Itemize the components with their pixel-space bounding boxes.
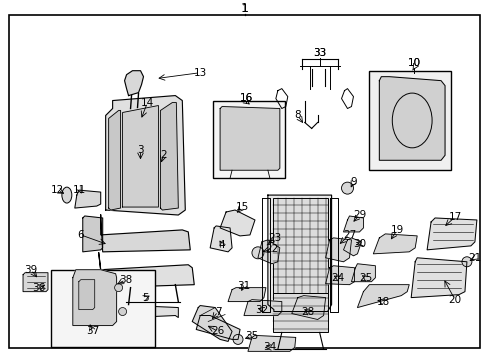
Ellipse shape	[62, 187, 72, 203]
Text: 8: 8	[294, 111, 301, 121]
Text: 32: 32	[255, 305, 268, 315]
Polygon shape	[160, 103, 178, 210]
Text: 33: 33	[312, 48, 325, 58]
Bar	[272, 198, 327, 293]
Polygon shape	[325, 266, 354, 285]
Polygon shape	[108, 111, 121, 210]
Polygon shape	[257, 240, 279, 264]
Text: 6: 6	[77, 230, 84, 240]
Circle shape	[251, 247, 264, 259]
Polygon shape	[351, 264, 375, 282]
Circle shape	[119, 307, 126, 315]
Text: 11: 11	[73, 185, 86, 195]
Text: 12: 12	[51, 185, 64, 195]
Polygon shape	[244, 300, 281, 315]
Polygon shape	[130, 305, 178, 318]
Text: 19: 19	[390, 225, 403, 235]
Text: 2: 2	[160, 150, 166, 160]
Polygon shape	[379, 77, 444, 160]
Polygon shape	[79, 280, 95, 310]
Text: 9: 9	[349, 177, 356, 187]
Text: 1: 1	[241, 4, 248, 14]
Polygon shape	[343, 238, 361, 256]
Text: 25: 25	[358, 273, 371, 283]
Polygon shape	[247, 336, 295, 351]
Text: 35: 35	[245, 332, 258, 341]
Text: 31: 31	[237, 281, 250, 291]
Text: 28: 28	[301, 306, 314, 316]
Text: 16: 16	[239, 93, 252, 103]
Polygon shape	[343, 216, 363, 232]
Text: 34: 34	[263, 342, 276, 352]
Text: 27: 27	[342, 230, 355, 240]
Text: 37: 37	[86, 327, 99, 337]
Polygon shape	[210, 226, 232, 252]
Text: 20: 20	[447, 294, 461, 305]
Text: 13: 13	[193, 68, 206, 78]
Text: 26: 26	[211, 327, 224, 337]
Polygon shape	[291, 296, 325, 319]
Bar	[272, 293, 327, 332]
Text: 10: 10	[407, 58, 420, 68]
Polygon shape	[124, 71, 143, 95]
Circle shape	[461, 257, 471, 267]
Polygon shape	[122, 105, 158, 207]
Polygon shape	[325, 238, 351, 262]
Text: 16: 16	[239, 93, 252, 103]
Text: 29: 29	[352, 210, 366, 220]
Polygon shape	[220, 107, 279, 170]
Circle shape	[341, 182, 353, 194]
Polygon shape	[220, 210, 254, 236]
Polygon shape	[105, 95, 185, 215]
Polygon shape	[357, 285, 408, 307]
Text: 10: 10	[407, 58, 420, 68]
Polygon shape	[99, 253, 194, 288]
Bar	[213, 100, 284, 178]
Text: 3: 3	[137, 145, 143, 155]
Text: 22: 22	[264, 244, 278, 254]
Text: 7: 7	[214, 306, 221, 316]
Polygon shape	[73, 270, 116, 325]
Bar	[368, 71, 450, 170]
Text: 39: 39	[24, 265, 38, 275]
Polygon shape	[410, 258, 466, 298]
Text: 5: 5	[142, 293, 148, 303]
Text: 21: 21	[468, 253, 481, 263]
Polygon shape	[101, 215, 190, 252]
Text: 15: 15	[235, 202, 248, 212]
Polygon shape	[373, 234, 416, 254]
Text: 4: 4	[218, 240, 225, 250]
Text: 24: 24	[330, 273, 344, 283]
Text: 36: 36	[32, 283, 45, 293]
Polygon shape	[426, 218, 476, 250]
Text: 17: 17	[447, 212, 461, 222]
Polygon shape	[75, 190, 101, 208]
Text: 38: 38	[119, 275, 132, 285]
Bar	[51, 270, 155, 347]
Text: 23: 23	[268, 233, 281, 243]
Polygon shape	[23, 273, 48, 292]
Text: 30: 30	[352, 239, 365, 249]
Polygon shape	[227, 288, 265, 302]
Text: 33: 33	[312, 48, 325, 58]
Polygon shape	[192, 306, 232, 341]
Circle shape	[233, 334, 243, 345]
Circle shape	[114, 284, 122, 292]
Polygon shape	[196, 315, 240, 339]
Text: 1: 1	[241, 3, 248, 15]
Polygon shape	[82, 216, 102, 252]
Text: 14: 14	[141, 98, 154, 108]
Text: 18: 18	[376, 297, 389, 307]
Polygon shape	[267, 195, 331, 311]
